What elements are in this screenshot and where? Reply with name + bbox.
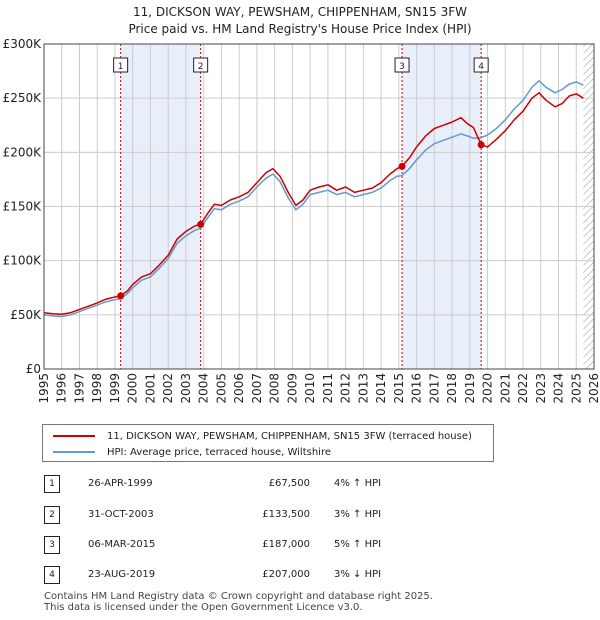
- x-tick-label: 1998: [90, 373, 104, 404]
- chart-title: 11, DICKSON WAY, PEWSHAM, CHIPPENHAM, SN…: [133, 5, 467, 19]
- attribution-line-1: Contains HM Land Registry data © Crown c…: [44, 591, 433, 602]
- sale-price: £187,000: [262, 539, 310, 550]
- x-tick-label: 1999: [108, 373, 122, 404]
- sale-hpi-diff: 3% ↑ HPI: [334, 509, 382, 520]
- sale-date: 23-AUG-2019: [88, 569, 156, 580]
- sale-point: [477, 141, 485, 149]
- x-tick-label: 2015: [392, 373, 406, 404]
- sale-marker-label: 4: [478, 62, 484, 72]
- sale-marker-box: [113, 57, 129, 73]
- sale-hpi-diff: 5% ↑ HPI: [334, 539, 382, 550]
- property-price-line: [43, 92, 584, 316]
- sale-price: £207,000: [262, 569, 310, 580]
- price-chart: 11, DICKSON WAY, PEWSHAM, CHIPPENHAM, SN…: [3, 5, 600, 404]
- y-tick-label: £150K: [3, 200, 43, 214]
- x-tick-label: 2021: [498, 373, 512, 404]
- sale-number-badge: 1: [44, 475, 60, 493]
- x-tick-label: 2017: [427, 373, 441, 404]
- x-tick-label: 2024: [552, 373, 566, 404]
- x-tick-label: 2006: [232, 373, 246, 404]
- table-row: 2 31-OCT-2003 £133,500 3% ↑ HPI: [44, 506, 464, 526]
- sale-price: £67,500: [268, 478, 310, 489]
- sale-marker-label: 2: [198, 62, 204, 72]
- x-tick-label: 2026: [587, 373, 600, 404]
- sale-hpi-diff: 4% ↑ HPI: [334, 478, 382, 489]
- sale-point: [197, 220, 205, 228]
- x-tick-label: 2018: [445, 373, 459, 404]
- table-row: 4 23-AUG-2019 £207,000 3% ↓ HPI: [44, 566, 464, 586]
- plot-border: [43, 43, 595, 370]
- x-tick-label: 2003: [179, 373, 193, 404]
- y-tick-label: £200K: [3, 145, 43, 159]
- y-tick-label: £100K: [3, 254, 43, 268]
- y-tick-label: £250K: [3, 91, 43, 105]
- sale-marker-box: [394, 57, 410, 73]
- legend-swatch-hpi: [53, 451, 95, 453]
- x-tick-label: 2004: [197, 373, 211, 404]
- table-row: 3 06-MAR-2015 £187,000 5% ↑ HPI: [44, 536, 464, 556]
- x-tick-label: 2009: [285, 373, 299, 404]
- x-tick-label: 2005: [214, 373, 228, 404]
- legend: 11, DICKSON WAY, PEWSHAM, CHIPPENHAM, SN…: [42, 424, 494, 462]
- y-tick-label: £50K: [10, 308, 42, 322]
- x-tick-label: 2020: [481, 373, 495, 404]
- x-tick-label: 2025: [569, 373, 583, 404]
- sale-number-badge: 2: [44, 506, 60, 524]
- x-tick-label: 2008: [268, 373, 282, 404]
- table-row: 1 26-APR-1999 £67,500 4% ↑ HPI: [44, 475, 464, 495]
- sale-marker-box: [473, 57, 489, 73]
- x-tick-label: 2012: [339, 373, 353, 404]
- legend-swatch-property: [53, 435, 95, 437]
- x-tick-label: 2016: [410, 373, 424, 404]
- x-tick-label: 1996: [55, 373, 69, 404]
- attribution-line-2: This data is licensed under the Open Gov…: [44, 602, 363, 613]
- x-tick-label: 2001: [143, 373, 157, 404]
- legend-label-property: 11, DICKSON WAY, PEWSHAM, CHIPPENHAM, SN…: [107, 430, 472, 442]
- sale-point: [398, 162, 406, 170]
- sale-hpi-diff: 3% ↓ HPI: [334, 569, 382, 580]
- x-tick-label: 2000: [126, 373, 140, 404]
- legend-label-hpi: HPI: Average price, terraced house, Wilt…: [107, 446, 331, 458]
- y-tick-label: £0: [26, 362, 41, 376]
- x-tick-label: 2013: [356, 373, 370, 404]
- sale-date: 26-APR-1999: [88, 478, 153, 489]
- sale-marker-label: 1: [118, 62, 124, 72]
- x-tick-label: 2007: [250, 373, 264, 404]
- sale-point: [117, 292, 125, 300]
- attribution-footer: Contains HM Land Registry data © Crown c…: [44, 591, 433, 613]
- x-tick-label: 2014: [374, 373, 388, 404]
- legend-item-property: 11, DICKSON WAY, PEWSHAM, CHIPPENHAM, SN…: [53, 428, 472, 444]
- x-tick-label: 1995: [37, 373, 51, 404]
- x-tick-label: 2019: [463, 373, 477, 404]
- sale-number-badge: 4: [44, 566, 60, 584]
- x-tick-label: 1997: [72, 373, 86, 404]
- chart-subtitle: Price paid vs. HM Land Registry's House …: [128, 22, 471, 36]
- x-tick-label: 2002: [161, 373, 175, 404]
- legend-item-hpi: HPI: Average price, terraced house, Wilt…: [53, 444, 331, 460]
- x-tick-label: 2010: [303, 373, 317, 404]
- x-tick-label: 2022: [516, 373, 530, 404]
- sale-date: 31-OCT-2003: [88, 509, 154, 520]
- sale-date: 06-MAR-2015: [88, 539, 156, 550]
- hpi-line: [43, 80, 584, 318]
- x-tick-label: 2023: [534, 373, 548, 404]
- x-tick-label: 2011: [321, 373, 335, 404]
- sale-marker-label: 3: [399, 62, 405, 72]
- y-tick-label: £300K: [3, 37, 43, 51]
- sale-marker-box: [193, 57, 209, 73]
- sale-price: £133,500: [262, 509, 310, 520]
- sale-number-badge: 3: [44, 536, 60, 554]
